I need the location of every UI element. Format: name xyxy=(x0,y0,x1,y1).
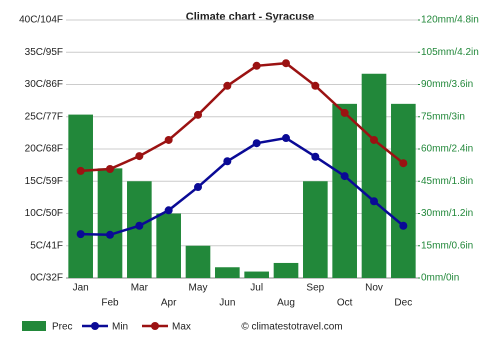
x-tick-label: Nov xyxy=(365,283,383,294)
x-tick-label: Oct xyxy=(337,298,353,309)
bar xyxy=(185,245,211,278)
legend-swatch xyxy=(151,322,159,330)
x-tick-label: Apr xyxy=(161,298,177,309)
legend-label: Min xyxy=(112,322,128,333)
y2-tick-label: 75mm/3in xyxy=(421,111,465,122)
y2-tick-label: 0mm/0in xyxy=(421,273,459,284)
point xyxy=(370,135,378,144)
point xyxy=(164,135,173,144)
y2-tick-label: 15mm/0.6in xyxy=(421,240,473,251)
bar xyxy=(97,168,123,278)
y-tick-label: 0C/32F xyxy=(30,273,63,284)
y-tick-label: 5C/41F xyxy=(30,240,63,251)
y2-tick-label: 120mm/4.8in xyxy=(421,15,479,26)
point xyxy=(223,157,232,166)
line xyxy=(80,136,405,237)
bar xyxy=(244,271,269,278)
legend-swatch xyxy=(91,322,99,330)
bar xyxy=(361,73,387,278)
line xyxy=(80,61,405,173)
x-tick-label: Dec xyxy=(394,298,412,309)
x-tick-label: Sep xyxy=(306,283,324,294)
legend-swatch xyxy=(22,321,46,331)
point xyxy=(194,110,202,119)
bar xyxy=(68,114,93,278)
x-tick-label: Feb xyxy=(101,298,119,309)
y2-tick-label: 60mm/2.4in xyxy=(421,144,473,155)
point xyxy=(282,59,290,68)
point xyxy=(311,152,320,161)
y-tick-label: 40C/104F xyxy=(19,15,63,26)
bar xyxy=(391,103,416,278)
x-tick-label: Aug xyxy=(277,298,295,309)
bar xyxy=(273,262,299,278)
point xyxy=(252,139,261,148)
y2-tick-label: 90mm/3.6in xyxy=(421,79,473,90)
chart-title: Climate chart - Syracuse xyxy=(186,11,314,23)
x-tick-label: Mar xyxy=(131,283,149,294)
point xyxy=(340,108,349,117)
x-tick-label: Jan xyxy=(73,283,89,294)
legend-label: Max xyxy=(172,322,191,333)
legend-label: Prec xyxy=(52,322,73,333)
x-tick-label: Jul xyxy=(250,283,263,294)
point xyxy=(399,159,408,168)
y-tick-label: 10C/50F xyxy=(25,208,63,219)
bar xyxy=(215,267,240,278)
point xyxy=(282,134,290,143)
y-tick-label: 20C/68F xyxy=(25,144,63,155)
y2-tick-label: 45mm/1.8in xyxy=(421,176,473,187)
bar xyxy=(303,181,328,278)
point xyxy=(399,221,408,230)
point xyxy=(135,221,144,230)
y2-tick-label: 105mm/4.2in xyxy=(421,47,479,58)
point xyxy=(223,81,232,90)
point xyxy=(164,206,173,215)
y-tick-label: 35C/95F xyxy=(25,47,63,58)
y-tick-label: 25C/77F xyxy=(25,111,63,122)
y-tick-label: 15C/59F xyxy=(25,176,63,187)
point xyxy=(135,152,144,161)
bar xyxy=(332,103,357,278)
point xyxy=(106,164,114,173)
bar xyxy=(156,213,181,278)
point xyxy=(252,61,261,70)
point xyxy=(76,166,85,175)
y2-tick-label: 30mm/1.2in xyxy=(421,208,473,219)
y-tick-label: 30C/86F xyxy=(25,79,63,90)
x-tick-label: May xyxy=(189,283,208,294)
point xyxy=(76,230,85,239)
point xyxy=(340,172,349,181)
point xyxy=(106,230,114,239)
point xyxy=(311,81,320,90)
point xyxy=(370,197,378,206)
point xyxy=(194,183,202,192)
watermark: © climatestotravel.com xyxy=(241,322,342,333)
x-tick-label: Jun xyxy=(219,298,235,309)
